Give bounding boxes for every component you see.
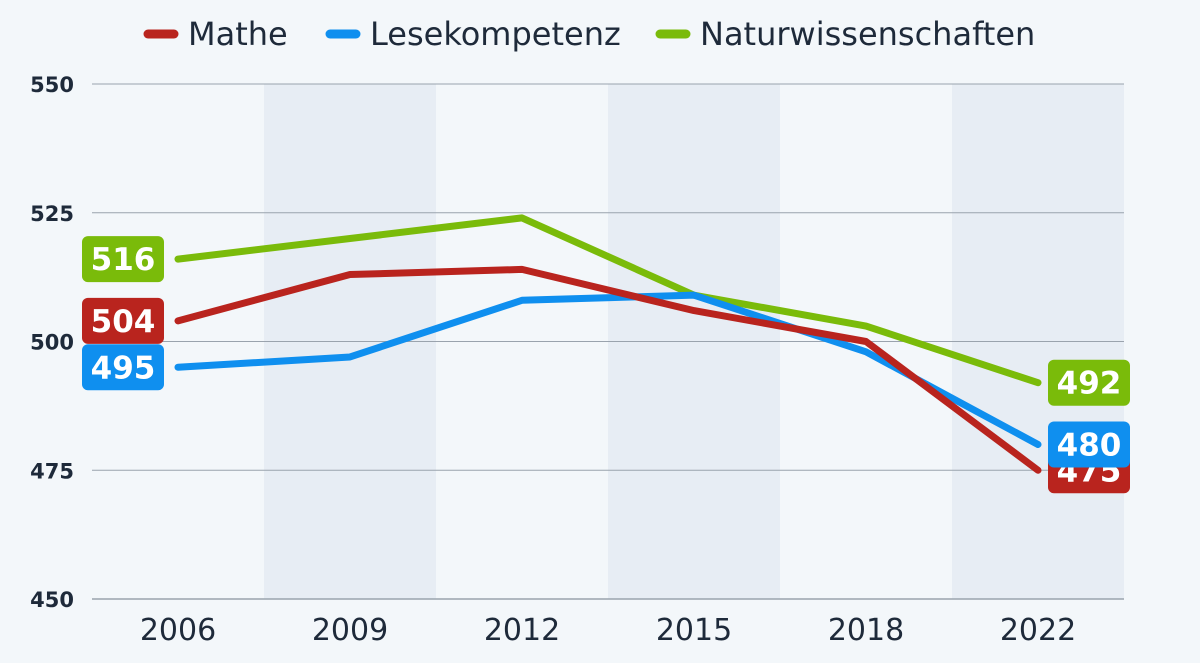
y-tick-label: 525	[30, 202, 74, 226]
y-axis: 450 475 500 525 550	[30, 73, 74, 612]
legend-label: Lesekompetenz	[370, 15, 621, 53]
end-value-badge	[1048, 359, 1130, 406]
legend: Mathe Lesekompetenz Naturwissenschaften	[143, 15, 1035, 53]
y-tick-label: 500	[30, 331, 74, 355]
y-tick-label: 475	[30, 459, 74, 483]
x-axis: 2006 2009 2012 2015 2018 2022	[140, 613, 1076, 648]
end-value-label: 492	[1057, 366, 1122, 402]
start-value-badge	[82, 344, 164, 391]
x-tick-label: 2022	[1000, 613, 1076, 648]
start-value-badge	[82, 297, 164, 344]
x-tick-label: 2009	[312, 613, 388, 648]
x-tick-label: 2012	[484, 613, 560, 648]
start-value-badge	[82, 236, 164, 283]
y-tick-label: 450	[30, 588, 74, 612]
end-value-label: 480	[1057, 428, 1122, 464]
x-tick-label: 2006	[140, 613, 216, 648]
x-tick-label: 2018	[828, 613, 904, 648]
start-value-label: 504	[91, 304, 156, 340]
legend-label: Mathe	[188, 15, 288, 53]
end-value-badge	[1048, 421, 1130, 468]
series-line-naturwissenschaften	[174, 214, 1042, 387]
x-tick-label: 2015	[656, 613, 732, 648]
y-tick-label: 550	[30, 73, 74, 97]
legend-label: Naturwissenschaften	[700, 15, 1035, 53]
start-value-label: 516	[91, 242, 156, 278]
gridlines	[92, 83, 1124, 600]
start-value-label: 495	[91, 350, 156, 386]
series-line-mathe	[174, 265, 1042, 474]
series-lines	[174, 214, 1042, 474]
